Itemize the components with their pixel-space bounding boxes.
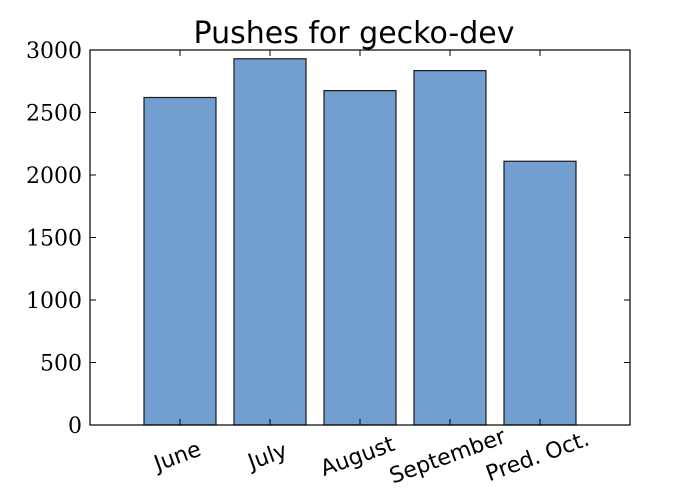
bars-layer xyxy=(143,58,577,426)
plot-frame xyxy=(89,49,631,426)
bar-june xyxy=(143,96,217,426)
y-tick-label: 3000 xyxy=(26,39,82,64)
bar-august xyxy=(323,90,397,426)
x-tick-label: August xyxy=(317,432,398,482)
y-tick-label: 0 xyxy=(68,414,82,439)
y-tick-label: 1500 xyxy=(26,227,82,252)
y-tick-label: 1000 xyxy=(26,289,82,314)
y-tick-label: 500 xyxy=(40,352,82,377)
y-tick-label: 2500 xyxy=(26,102,82,127)
bar-september xyxy=(413,70,487,426)
bar-july xyxy=(233,58,307,426)
x-tick-label: June xyxy=(149,437,204,478)
bar-pred-oct xyxy=(503,160,577,426)
y-tick-labels: 0 500 1000 1500 2000 2500 3000 xyxy=(26,39,82,439)
chart-title: Pushes for gecko-dev xyxy=(194,16,515,51)
y-tick-label: 2000 xyxy=(26,164,82,189)
x-tick-label: July xyxy=(243,438,291,476)
